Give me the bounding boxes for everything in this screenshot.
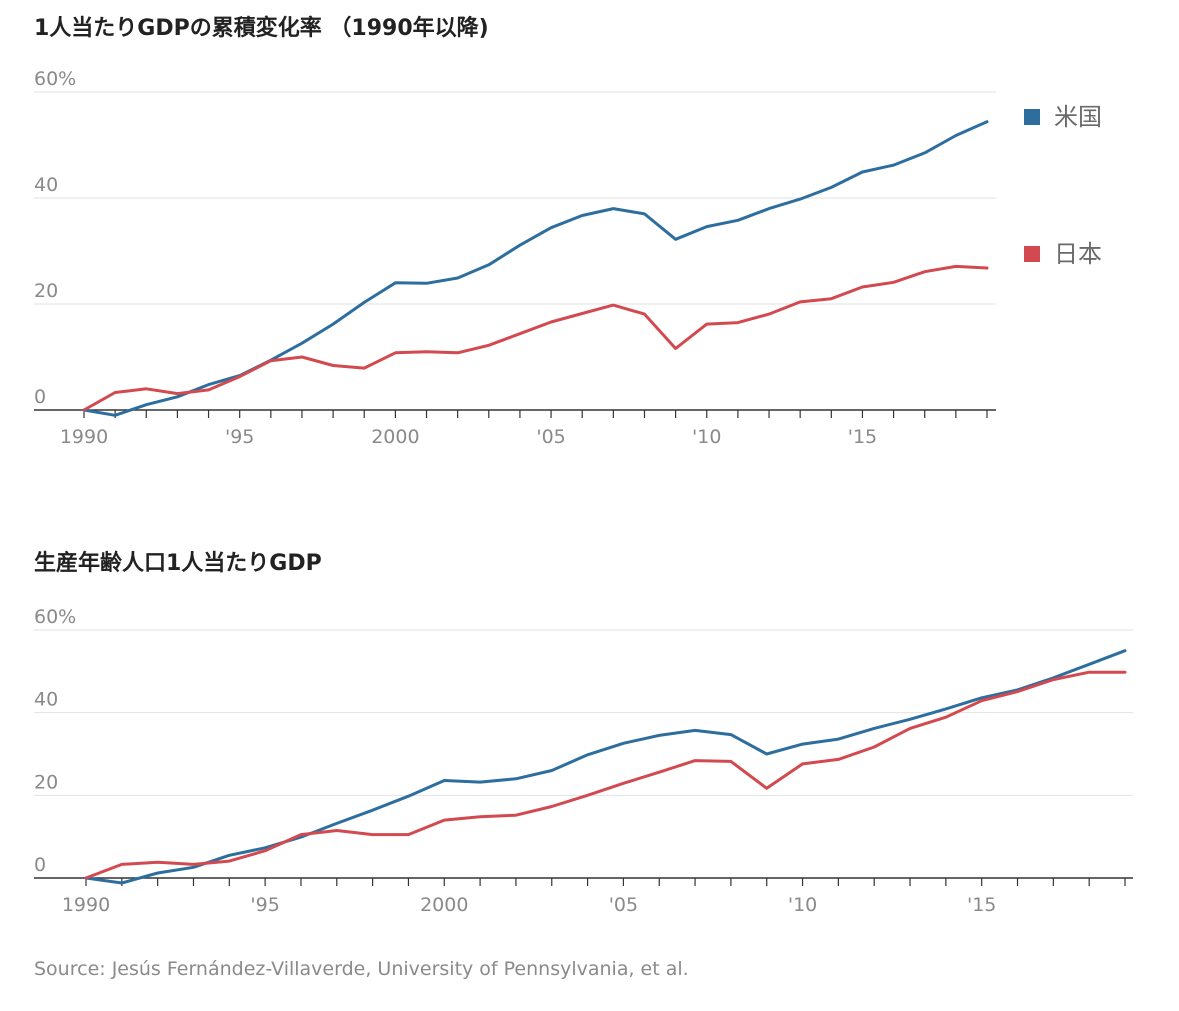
legend-swatch-us xyxy=(1024,109,1040,125)
x-tick-label-1990: 1990 xyxy=(60,426,108,448)
y-tick-label-20: 20 xyxy=(34,771,58,793)
x-tick-label-1995: '95 xyxy=(225,426,254,448)
source-note: Source: Jesús Fernández-Villaverde, Univ… xyxy=(34,958,689,980)
chart-1-title: 1人当たりGDPの累積変化率 （1990年以降) xyxy=(34,16,489,41)
x-tick-label-2010: '10 xyxy=(788,894,817,916)
series-line-japan xyxy=(82,264,989,412)
x-tick-label-2005: '05 xyxy=(536,426,565,448)
x-tick-label-2000: 2000 xyxy=(420,894,468,916)
y-tick-label-40: 40 xyxy=(34,689,58,711)
y-tick-label-40: 40 xyxy=(34,174,58,196)
y-tick-label-60: 60% xyxy=(34,68,76,90)
y-tick-label-60: 60% xyxy=(34,606,76,628)
x-tick-label-2015: '15 xyxy=(848,426,877,448)
chart-2-title: 生産年齢人口1人当たりGDP xyxy=(34,551,322,576)
x-tick-label-1990: 1990 xyxy=(62,894,110,916)
y-tick-label-20: 20 xyxy=(34,280,58,302)
x-tick-label-2005: '05 xyxy=(609,894,638,916)
series-line-japan xyxy=(84,670,1127,880)
x-tick-label-2000: 2000 xyxy=(371,426,419,448)
legend-label-us: 米国 xyxy=(1054,103,1102,131)
x-tick-label-2015: '15 xyxy=(967,894,996,916)
x-tick-label-2010: '10 xyxy=(692,426,721,448)
legend-swatch-japan xyxy=(1024,246,1040,262)
y-tick-label-0: 0 xyxy=(34,854,46,876)
series-line-us xyxy=(82,120,989,417)
chart-2: 0 20 40 60% 1990 '95 2000 '05 '10 '15 xyxy=(34,606,1133,916)
series-line-us xyxy=(84,649,1127,885)
y-tick-label-0: 0 xyxy=(34,386,46,408)
legend-label-japan: 日本 xyxy=(1054,240,1102,268)
x-tick-label-1995: '95 xyxy=(250,894,279,916)
